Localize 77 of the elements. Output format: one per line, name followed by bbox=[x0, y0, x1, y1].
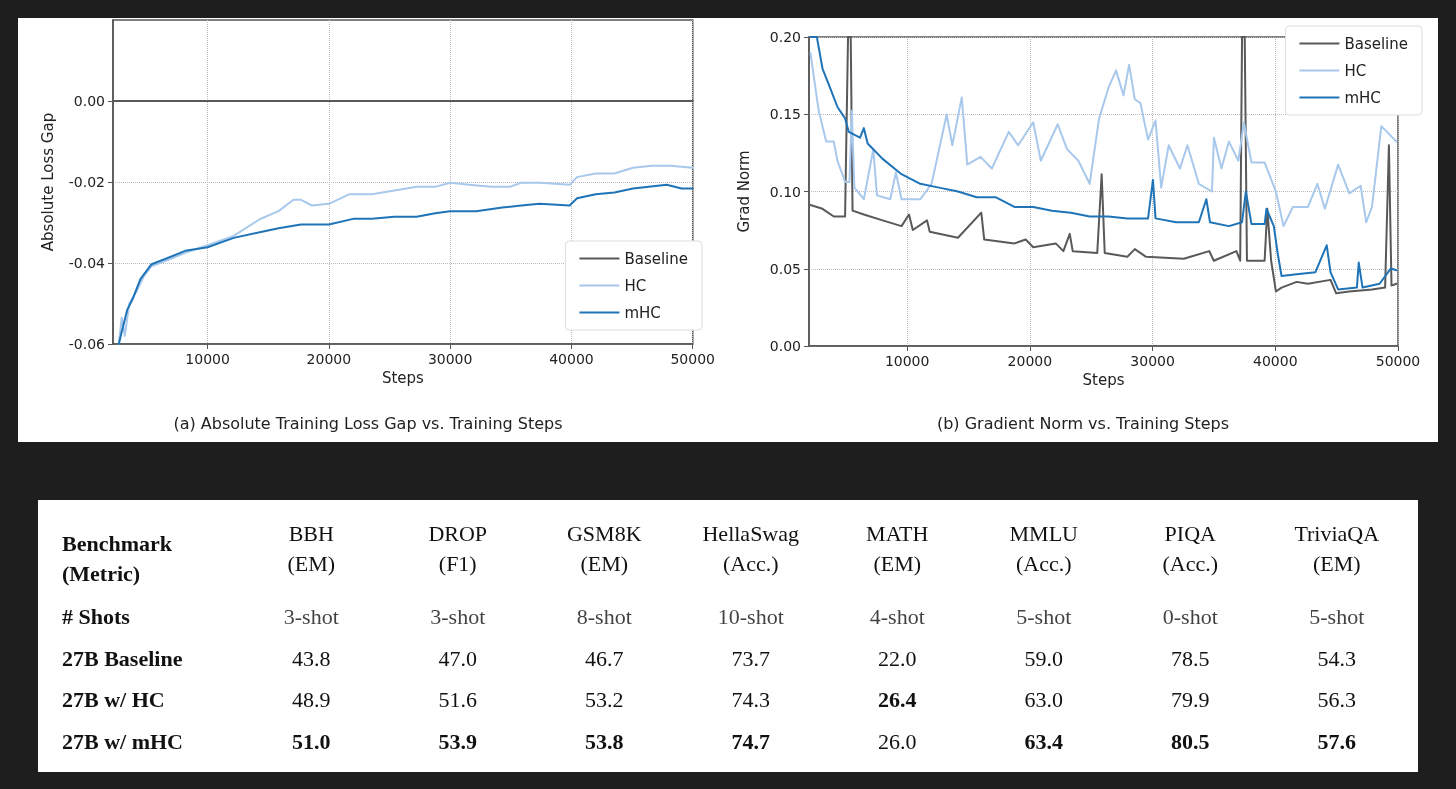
y-tick-label: -0.02 bbox=[68, 174, 105, 190]
x-tick-label: 10000 bbox=[884, 353, 930, 369]
legend-label: Baseline bbox=[624, 249, 689, 268]
x-tick-label: 40000 bbox=[549, 351, 594, 367]
x-tick-label: GSM8K (EM) bbox=[566, 520, 642, 576]
legend-label: HC bbox=[624, 276, 647, 295]
x-axis-title: Benchmark (Metric) bbox=[62, 530, 173, 586]
legend-label: mHC bbox=[624, 303, 661, 322]
data-label: 74.3 bbox=[731, 687, 770, 713]
data-label: 73.7 bbox=[731, 645, 770, 671]
y-tick-label: 0.00 bbox=[769, 338, 801, 354]
x-tick-label: 10000 bbox=[185, 351, 230, 367]
data-label: 79.9 bbox=[1171, 687, 1210, 713]
legend-label: HC bbox=[1344, 61, 1367, 80]
x-tick-label: PIQA (Acc.) bbox=[1162, 520, 1219, 576]
y-tick-label: -0.06 bbox=[68, 336, 106, 352]
x-tick-label: 50000 bbox=[1375, 353, 1421, 369]
data-label: 78.5 bbox=[1171, 645, 1210, 671]
y-tick-label: -0.04 bbox=[68, 255, 106, 271]
data-label: 26.0 bbox=[878, 728, 917, 754]
data-label: 46.7 bbox=[585, 645, 624, 671]
data-label: 53.2 bbox=[585, 687, 624, 713]
data-label: 74.7 bbox=[731, 728, 770, 754]
y-tick-label: 27B Baseline bbox=[62, 645, 183, 671]
data-label: 57.6 bbox=[1317, 728, 1356, 754]
x-tick-label: 50000 bbox=[670, 351, 716, 367]
text: (b) Gradient Norm vs. Training Steps bbox=[936, 413, 1230, 433]
data-label: 53.8 bbox=[585, 728, 624, 754]
data-label: 47.0 bbox=[438, 645, 477, 671]
x-tick-label: MMLU (Acc.) bbox=[1009, 520, 1079, 576]
x-tick-label: HellaSwag (Acc.) bbox=[702, 520, 800, 576]
text: 3-shot bbox=[283, 604, 339, 630]
y-tick-label: 0.10 bbox=[769, 183, 801, 200]
y-tick-label: 27B w/ mHC bbox=[62, 728, 183, 754]
y-tick-label: 0.15 bbox=[769, 106, 801, 123]
line-series bbox=[809, 52, 1398, 228]
x-tick-label: MATH (EM) bbox=[866, 520, 929, 576]
y-tick-label: 0.00 bbox=[73, 93, 105, 109]
data-label: 53.9 bbox=[438, 728, 477, 754]
data-label: 63.4 bbox=[1024, 728, 1063, 754]
y-tick-label: 0.05 bbox=[769, 260, 801, 277]
text: 8-shot bbox=[576, 604, 632, 630]
data-label: 63.0 bbox=[1024, 687, 1063, 713]
text: (a) Absolute Training Loss Gap vs. Training Steps bbox=[173, 413, 563, 433]
y-axis-title: Absolute Loss Gap bbox=[38, 112, 57, 252]
x-tick-label: 30000 bbox=[427, 351, 473, 367]
data-label: 48.9 bbox=[292, 687, 331, 713]
y-tick-label: # Shots bbox=[62, 604, 131, 630]
x-tick-label: 40000 bbox=[1253, 353, 1298, 369]
legend-label: mHC bbox=[1344, 88, 1381, 107]
data-label: 51.6 bbox=[438, 687, 477, 713]
x-tick-label: BBH (EM) bbox=[287, 520, 336, 576]
data-label: 54.3 bbox=[1317, 645, 1356, 671]
x-tick-label: DROP (F1) bbox=[428, 520, 488, 576]
x-tick-label: 20000 bbox=[306, 351, 352, 367]
y-axis-title: Grad Norm bbox=[734, 150, 753, 233]
data-label: 59.0 bbox=[1024, 645, 1063, 671]
x-tick-label: 20000 bbox=[1007, 353, 1053, 369]
y-tick-label: 27B w/ HC bbox=[62, 687, 165, 713]
text: 5-shot bbox=[1016, 604, 1072, 630]
text: 5-shot bbox=[1309, 604, 1365, 630]
x-tick-label: 30000 bbox=[1130, 353, 1175, 369]
data-label: 26.4 bbox=[878, 687, 917, 713]
data-label: 56.3 bbox=[1317, 687, 1356, 713]
x-tick-label: TriviaQA (EM) bbox=[1294, 520, 1380, 576]
y-tick-label: 0.20 bbox=[769, 29, 801, 45]
data-label: 43.8 bbox=[292, 645, 331, 671]
text: 3-shot bbox=[430, 604, 486, 630]
data-label: 80.5 bbox=[1171, 728, 1210, 754]
legend-label: Baseline bbox=[1344, 34, 1409, 53]
text: 0-shot bbox=[1162, 604, 1218, 630]
data-label: 22.0 bbox=[878, 645, 917, 671]
text: 10-shot bbox=[717, 604, 784, 630]
x-axis-title: Steps bbox=[381, 369, 425, 388]
x-axis-title: Steps bbox=[1082, 371, 1125, 390]
text: 4-shot bbox=[869, 604, 925, 630]
data-label: 51.0 bbox=[292, 728, 331, 754]
